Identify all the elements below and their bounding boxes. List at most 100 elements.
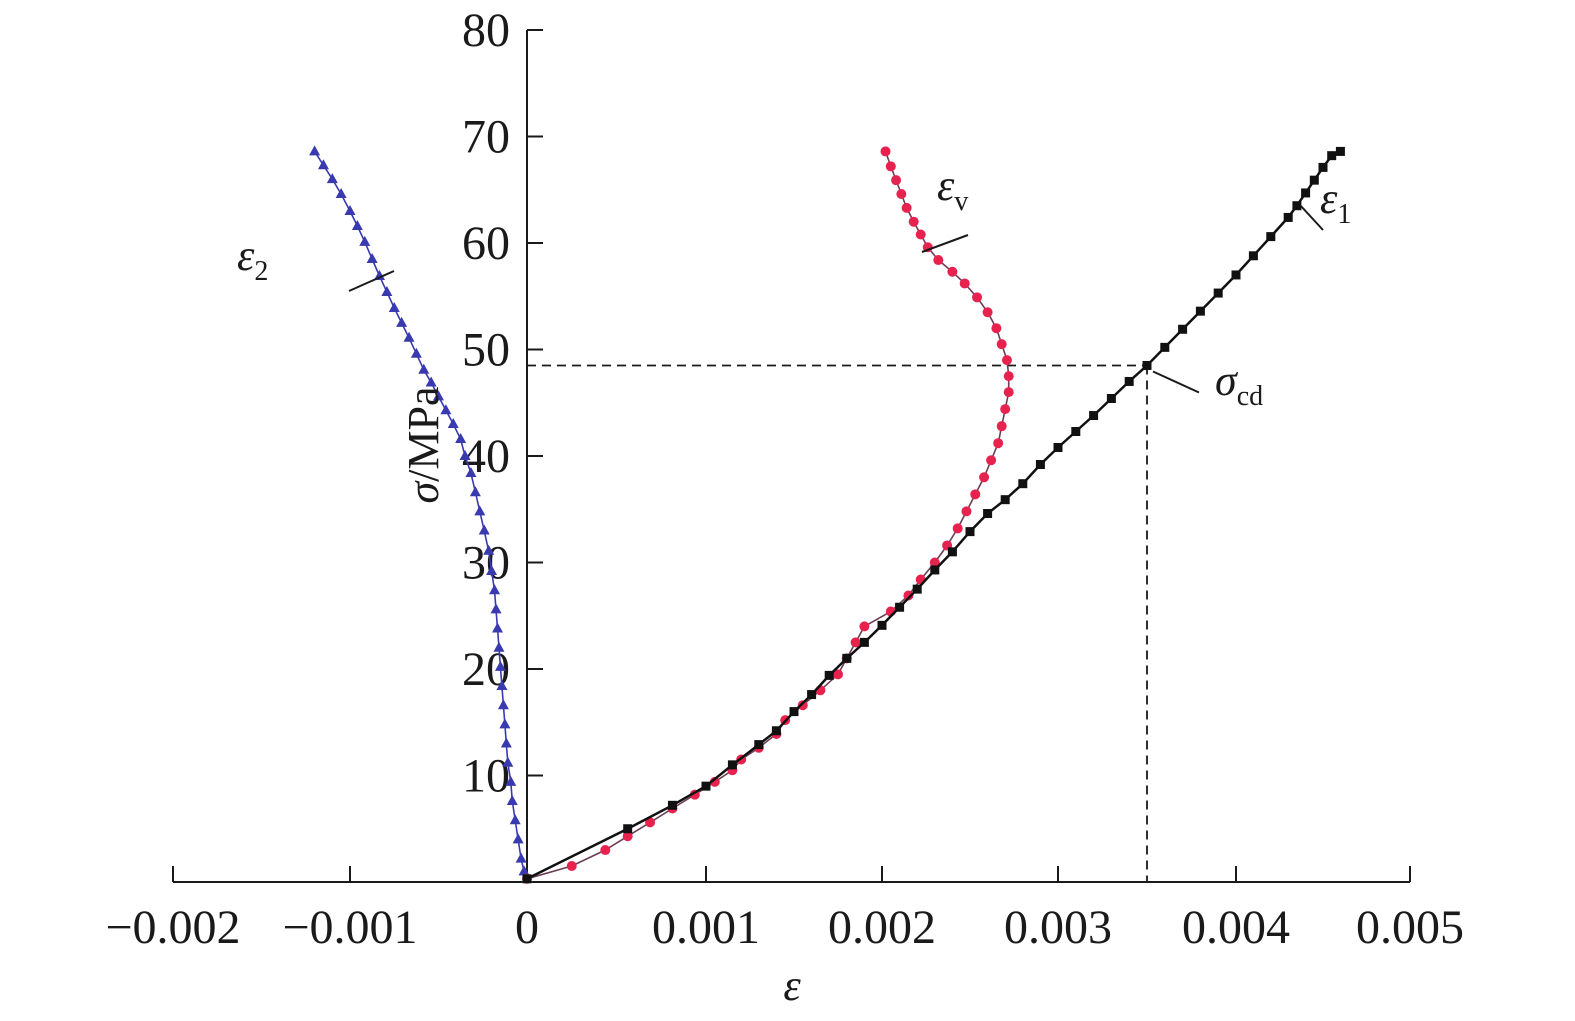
data-point-ev [1003,371,1014,382]
sigma-cd-label: σcd [1215,356,1263,412]
data-point-e2 [317,159,329,170]
data-point-e1 [1231,270,1241,280]
sigma-cd-symbol: σ [1215,356,1239,405]
data-point-ev [903,590,914,601]
data-point-e2 [351,219,363,230]
data-point-ev [797,700,808,711]
data-point-e1 [1160,342,1170,352]
data-series [309,145,1345,884]
data-point-e1 [807,690,817,700]
data-point-e1 [1000,495,1010,505]
data-point-e1 [1292,201,1302,211]
y-tick-label: 50 [462,324,510,377]
x-tick-label: 0.004 [1182,901,1290,954]
axes: −0.002 −0.001 0 0.001 0.002 0.003 0.004 0.005 10… [105,4,1464,954]
data-point-ev [961,506,972,517]
data-point-e2 [388,301,400,312]
data-point-e2 [483,544,495,555]
data-point-e1 [667,800,677,810]
data-point-e1 [1035,460,1045,470]
y-axis-symbol: σ [399,480,448,504]
data-point-ev [1001,355,1012,366]
data-point-e2 [403,331,415,342]
y-tick-label: 30 [462,537,510,590]
data-point-e2 [344,205,356,216]
data-point-e1 [965,527,975,537]
data-point-e2 [455,432,467,443]
data-point-ev [947,266,958,277]
data-point-e1 [1142,360,1152,370]
data-point-e1 [1018,479,1028,489]
data-point-ev [566,861,577,872]
data-point-ev [859,621,870,632]
data-point-ev [645,817,656,828]
data-point-e1 [1266,232,1276,242]
data-point-e2 [474,505,486,516]
curve-label-symbol: ε [237,231,255,280]
data-point-ev [959,278,970,289]
data-point-e1 [947,547,957,557]
data-point-e1 [1195,306,1205,316]
data-point-ev [979,472,990,483]
data-point-ev [896,189,907,200]
series-e1 [522,146,1345,884]
data-point-e2 [515,852,527,863]
data-point-ev [933,255,944,266]
series-ev [522,146,1014,884]
y-tick-label: 80 [462,4,510,57]
data-point-e2 [326,173,338,184]
x-tick-label: −0.002 [105,901,240,954]
data-point-ev [970,489,981,500]
data-point-ev [915,229,926,240]
data-point-e2 [335,188,347,199]
data-point-e1 [771,726,781,736]
data-point-e1 [1301,188,1311,198]
data-point-e2 [493,641,505,652]
label-leader-e1 [1299,204,1324,231]
data-point-e1 [623,824,633,834]
data-point-e2 [499,718,511,729]
y-axis-title: σ/MPa [399,386,448,503]
data-point-e2 [502,756,514,767]
data-point-ev [986,455,997,466]
sigma-cd-subscript: cd [1237,381,1263,412]
data-point-e2 [490,603,502,614]
data-point-ev [709,776,720,787]
data-point-e1 [877,620,887,630]
y-tick-label: 10 [462,750,510,803]
data-point-e2 [465,467,477,478]
data-point-e1 [1053,442,1063,452]
data-point-ev [952,523,963,534]
curve-label-subscript: 2 [254,256,268,287]
data-point-e2 [506,795,518,806]
data-point-e1 [701,781,711,791]
crack-damage-guide-lines [527,364,1148,882]
data-point-e2 [494,660,506,671]
data-point-e2 [505,775,517,786]
data-point-e2 [440,404,452,415]
data-point-ev [908,216,919,227]
data-point-e2 [381,285,393,296]
data-point-ev [993,438,1004,449]
data-point-e1 [727,760,737,770]
data-point-e2 [374,270,385,281]
data-point-ev [996,339,1007,350]
data-point-e2 [359,235,371,246]
data-point-e2 [459,450,471,460]
x-tick-label: 0.005 [1356,901,1464,954]
data-point-e2 [512,833,524,844]
x-tick-label: 0.001 [652,901,760,954]
data-point-e2 [496,680,508,691]
data-point-e2 [425,376,437,387]
x-tick-label: 0 [515,901,539,954]
data-point-e1 [842,653,852,663]
data-point-e2 [366,252,378,263]
data-point-e1 [1327,151,1337,161]
data-point-e2 [433,390,444,401]
x-tick-label: −0.001 [282,901,417,954]
data-point-e1 [930,565,940,575]
data-point-e2 [518,865,530,876]
data-point-ev [991,323,1002,334]
label-leader-e2 [348,270,395,292]
